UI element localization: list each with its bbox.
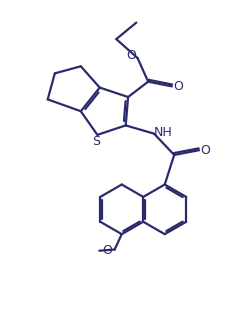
Text: O: O (174, 80, 183, 93)
Text: O: O (103, 244, 113, 257)
Text: O: O (201, 144, 211, 157)
Text: S: S (92, 135, 100, 148)
Text: NH: NH (154, 126, 173, 139)
Text: O: O (126, 49, 136, 62)
